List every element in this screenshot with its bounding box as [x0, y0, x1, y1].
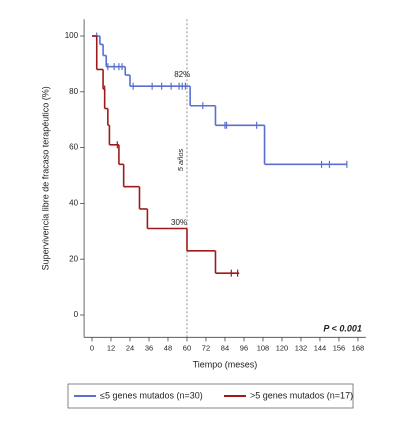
x-tick-label: 12 [107, 343, 115, 352]
x-tick-label: 144 [314, 343, 327, 352]
y-tick-label: 100 [65, 31, 79, 40]
x-tick-label: 156 [333, 343, 346, 352]
x-tick-label: 132 [295, 343, 308, 352]
x-tick-label: 36 [145, 343, 153, 352]
x-axis-label: Tiempo (meses) [193, 360, 258, 370]
reference-label: 5 años [176, 148, 185, 171]
legend-label: ≤5 genes mutados (n=30) [100, 390, 203, 400]
annotation: 30% [171, 218, 187, 227]
x-tick-label: 48 [164, 343, 172, 352]
annotation: 82% [174, 70, 190, 79]
y-tick-label: 0 [74, 310, 79, 319]
x-tick-label: 24 [126, 343, 134, 352]
x-tick-label: 72 [202, 343, 210, 352]
p-value: P < 0.001 [323, 324, 361, 334]
legend-label: >5 genes mutados (n=17) [250, 390, 353, 400]
x-tick-label: 60 [183, 343, 191, 352]
y-tick-label: 80 [69, 87, 78, 96]
y-tick-label: 60 [69, 143, 78, 152]
x-tick-label: 84 [221, 343, 229, 352]
y-tick-label: 40 [69, 199, 78, 208]
x-tick-label: 168 [352, 343, 365, 352]
x-tick-label: 96 [240, 343, 248, 352]
x-tick-label: 108 [257, 343, 270, 352]
y-axis-label: Supervivencia libre de fracaso terapéuti… [40, 86, 50, 270]
x-tick-label: 120 [276, 343, 289, 352]
legend-box [67, 383, 354, 409]
x-tick-label: 0 [90, 343, 94, 352]
y-tick-label: 20 [69, 254, 78, 263]
